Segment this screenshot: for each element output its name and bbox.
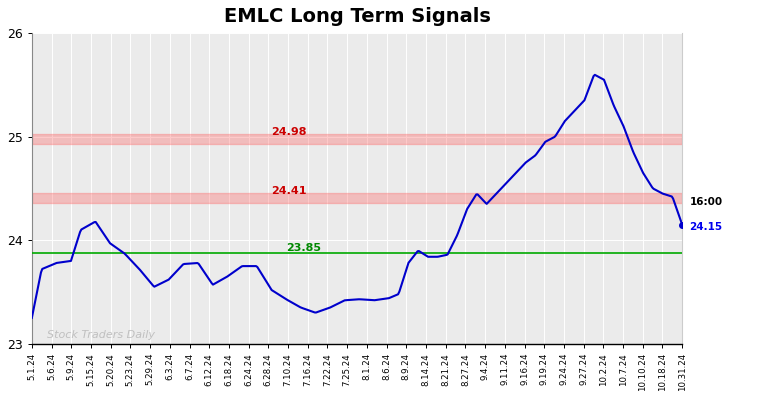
Text: 24.41: 24.41 [271,185,307,195]
Text: Stock Traders Daily: Stock Traders Daily [46,330,154,339]
Text: 24.15: 24.15 [690,222,723,232]
Title: EMLC Long Term Signals: EMLC Long Term Signals [223,7,491,26]
Text: 24.98: 24.98 [271,127,307,137]
Text: 23.85: 23.85 [286,242,321,253]
Bar [32,133,682,144]
Text: 16:00: 16:00 [690,197,723,207]
Bar [32,193,682,203]
